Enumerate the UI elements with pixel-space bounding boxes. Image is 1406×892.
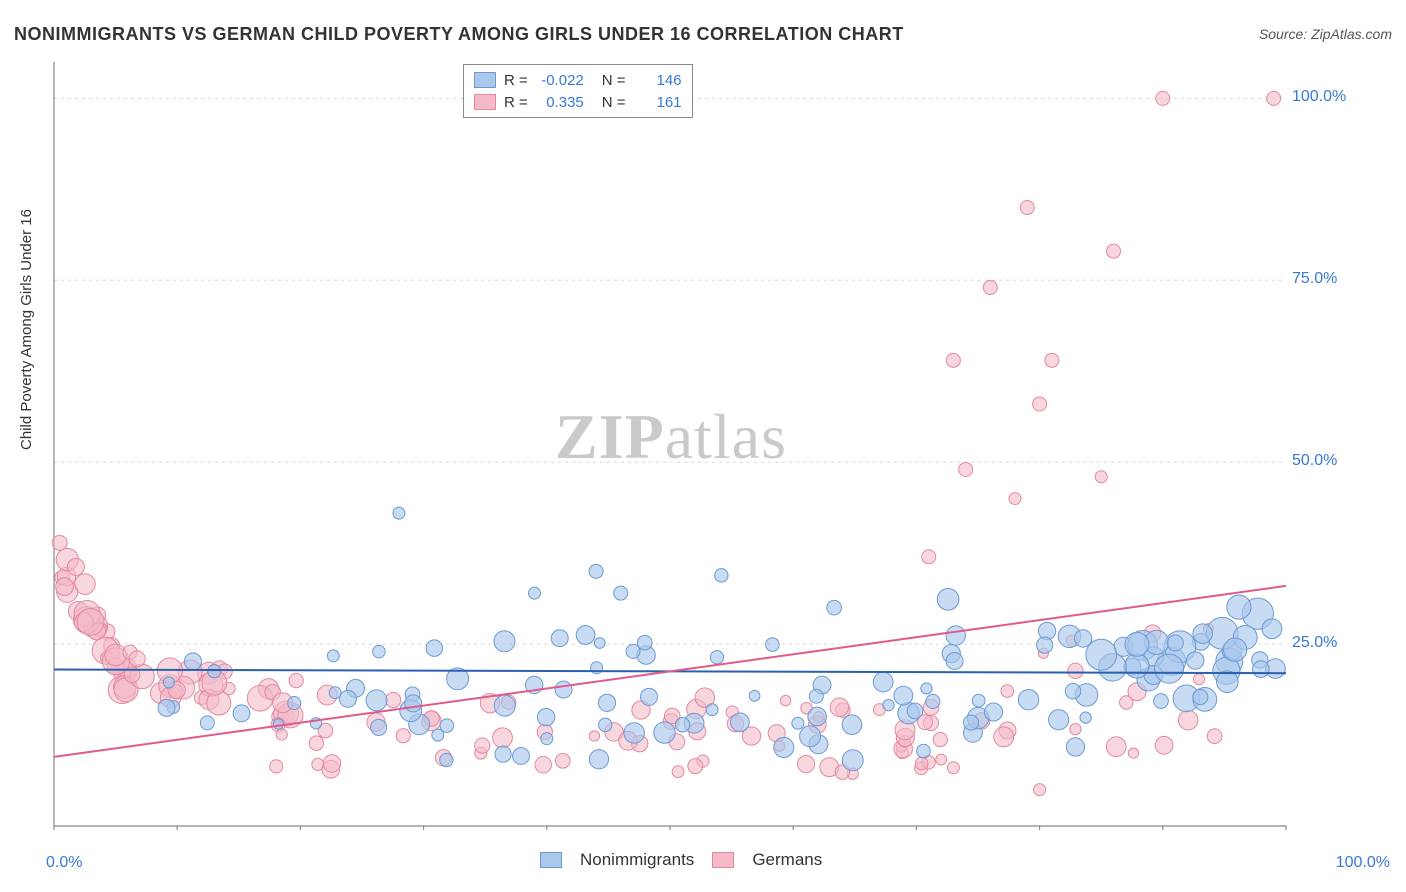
stat-label-r: R = (504, 72, 528, 89)
stat-r-blue: -0.022 (540, 72, 584, 89)
y-tick-25: 25.0% (1292, 634, 1337, 652)
stat-label-n: N = (602, 94, 626, 111)
legend-swatch-pink (712, 852, 734, 868)
correlation-scatter-chart (50, 60, 1340, 830)
stats-row-blue: R = -0.022 N = 146 (474, 69, 682, 91)
swatch-blue (474, 72, 496, 88)
y-tick-75: 75.0% (1292, 270, 1337, 288)
x-axis-label-100: 100.0% (1336, 854, 1390, 872)
x-axis-label-0: 0.0% (46, 854, 82, 872)
legend-label-pink: Germans (752, 850, 822, 870)
source-credit: Source: ZipAtlas.com (1259, 26, 1392, 42)
stat-n-pink: 161 (638, 94, 682, 111)
y-tick-100: 100.0% (1292, 88, 1346, 106)
stats-legend: R = -0.022 N = 146 R = 0.335 N = 161 (463, 64, 693, 118)
legend-swatch-blue (540, 852, 562, 868)
swatch-pink (474, 94, 496, 110)
chart-title: NONIMMIGRANTS VS GERMAN CHILD POVERTY AM… (14, 24, 904, 45)
series-legend: Nonimmigrants Germans (540, 850, 822, 870)
stat-label-r: R = (504, 94, 528, 111)
stat-label-n: N = (602, 72, 626, 89)
legend-label-blue: Nonimmigrants (580, 850, 694, 870)
stat-r-pink: 0.335 (540, 94, 584, 111)
stats-row-pink: R = 0.335 N = 161 (474, 91, 682, 113)
stat-n-blue: 146 (638, 72, 682, 89)
y-axis-label: Child Poverty Among Girls Under 16 (18, 209, 35, 450)
y-tick-50: 50.0% (1292, 452, 1337, 470)
